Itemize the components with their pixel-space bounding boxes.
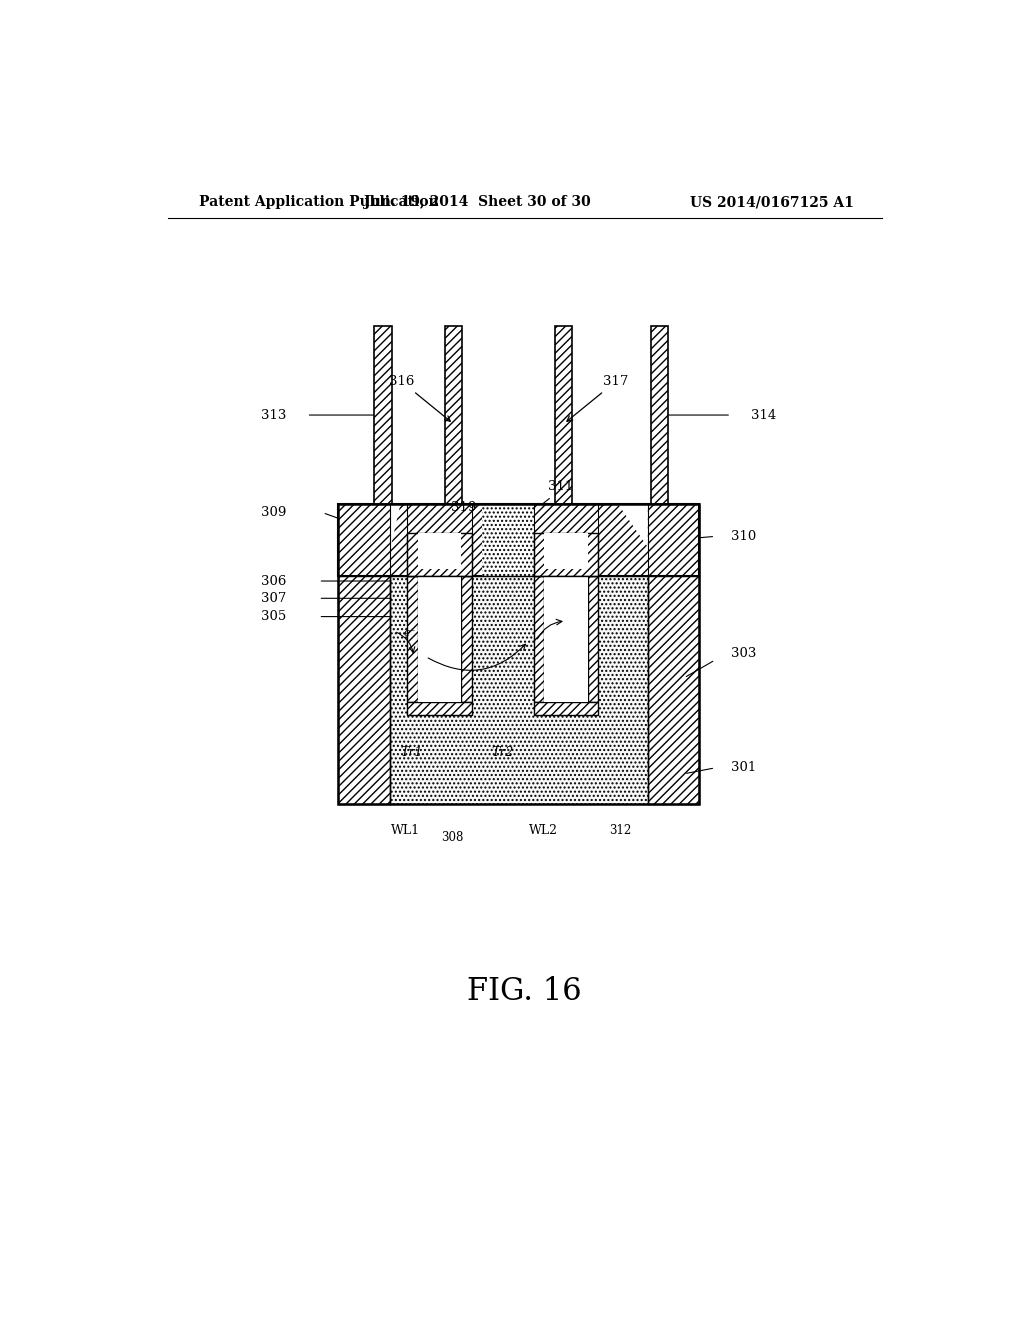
Text: e⁻: e⁻ [403,627,416,638]
Bar [482,504,534,576]
Bar [338,504,390,804]
Bar [588,576,598,702]
Text: 306: 306 [261,574,287,587]
Bar [408,576,418,702]
Bar [482,504,534,576]
Bar [338,504,699,804]
Bar [544,576,588,702]
Polygon shape [390,504,400,550]
Bar [534,702,598,715]
Text: 301: 301 [731,762,757,775]
Bar [534,533,598,576]
Text: 317: 317 [567,375,628,421]
Bar [408,702,472,715]
Bar [534,576,544,702]
Text: WL1: WL1 [390,824,420,837]
Text: US 2014/0167125 A1: US 2014/0167125 A1 [690,195,854,209]
Bar [555,326,572,504]
Bar [338,504,699,804]
Text: 311: 311 [548,480,572,494]
Bar [408,533,472,576]
Bar [338,504,699,804]
Text: 312: 312 [609,824,632,837]
Text: 308: 308 [441,832,464,845]
Text: 307: 307 [261,591,287,605]
Bar [375,326,392,504]
Text: 305: 305 [261,610,287,623]
Polygon shape [617,504,648,548]
Text: 310: 310 [731,529,757,543]
Text: Jun. 19, 2014  Sheet 30 of 30: Jun. 19, 2014 Sheet 30 of 30 [364,195,591,209]
Bar [648,504,699,804]
Text: WL2: WL2 [529,824,558,837]
Text: 313: 313 [261,409,287,421]
Text: Patent Application Publication: Patent Application Publication [200,195,439,209]
Bar [544,533,588,569]
Bar [338,504,699,576]
Text: 319: 319 [451,502,476,513]
Bar [418,576,462,702]
Text: 314: 314 [751,409,776,421]
Text: Tr1: Tr1 [400,747,423,759]
Bar [462,576,472,702]
Text: 316: 316 [389,375,451,421]
Text: 309: 309 [261,506,287,519]
Bar [444,326,462,504]
Text: Tr2: Tr2 [492,747,514,759]
Bar [650,326,668,504]
Text: FIG. 16: FIG. 16 [468,977,582,1007]
Bar [418,533,462,569]
Text: 303: 303 [731,647,757,660]
